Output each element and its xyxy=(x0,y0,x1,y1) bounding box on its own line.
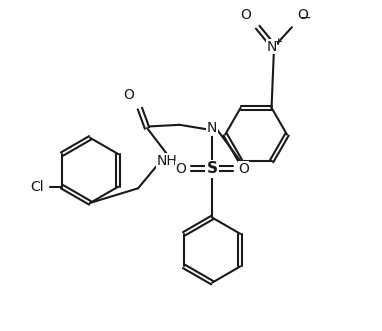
Text: O: O xyxy=(240,8,251,22)
Text: −: − xyxy=(299,11,311,25)
Text: O: O xyxy=(297,8,308,22)
Text: +: + xyxy=(274,37,283,47)
Text: N: N xyxy=(207,121,217,135)
Text: O: O xyxy=(238,162,249,176)
Text: O: O xyxy=(123,88,134,102)
Text: Cl: Cl xyxy=(31,180,44,194)
Text: NH: NH xyxy=(156,154,177,167)
Text: O: O xyxy=(175,162,186,176)
Text: N: N xyxy=(266,40,277,54)
Text: S: S xyxy=(207,161,218,176)
